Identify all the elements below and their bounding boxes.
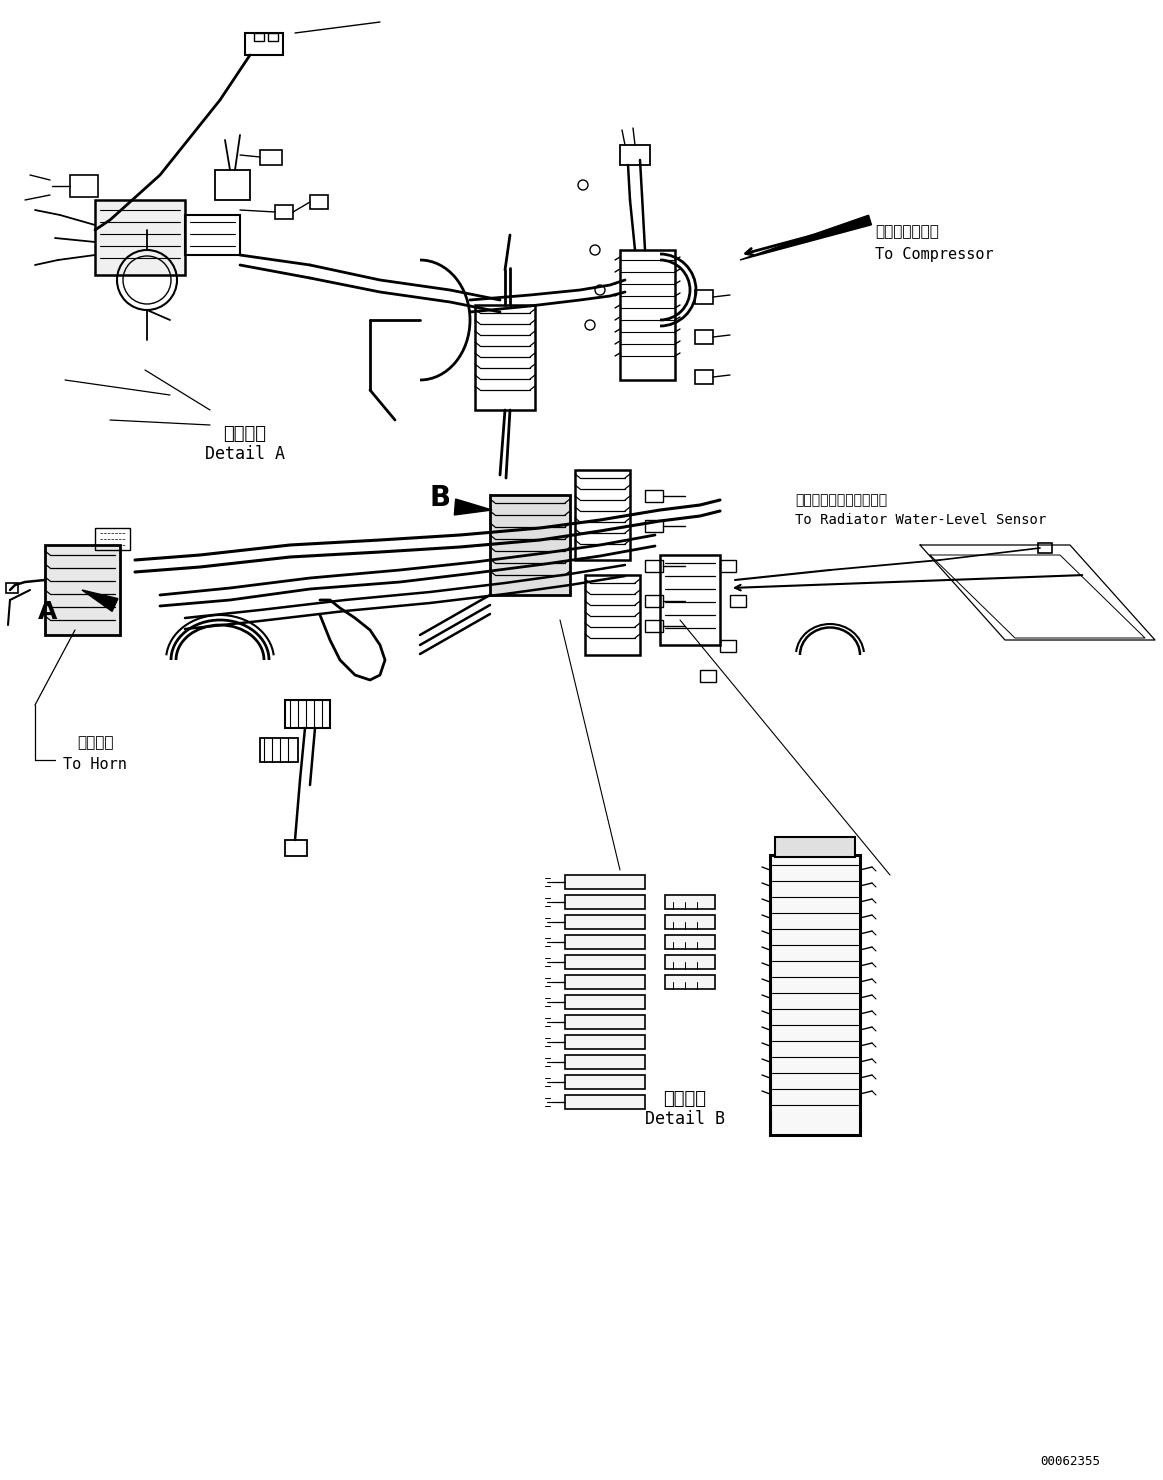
Text: To Compressor: To Compressor <box>875 247 993 262</box>
Bar <box>565 935 645 949</box>
Bar <box>720 559 736 571</box>
Polygon shape <box>455 499 492 515</box>
Bar <box>565 895 645 909</box>
Bar <box>645 559 663 571</box>
Bar <box>95 200 185 275</box>
Bar <box>1039 543 1053 554</box>
Bar <box>311 195 328 209</box>
Bar <box>565 875 645 889</box>
Bar <box>185 215 240 255</box>
Text: Ｂ　詳細: Ｂ 詳細 <box>664 1089 706 1109</box>
Bar <box>245 33 283 55</box>
Bar <box>565 1015 645 1029</box>
Bar <box>659 555 720 645</box>
Bar <box>665 975 715 989</box>
Text: A: A <box>38 599 58 625</box>
Bar <box>565 1095 645 1109</box>
Bar <box>645 519 663 531</box>
Bar <box>620 145 650 164</box>
Bar <box>665 935 715 949</box>
Bar <box>261 739 298 762</box>
Bar <box>70 175 98 197</box>
Bar <box>285 700 330 728</box>
Text: Detail B: Detail B <box>645 1110 725 1128</box>
Bar <box>575 471 630 559</box>
Text: Ａ　詳細: Ａ 詳細 <box>223 425 266 443</box>
Bar <box>585 576 640 656</box>
Bar <box>770 855 859 1135</box>
Bar <box>720 639 736 653</box>
Bar <box>700 670 716 682</box>
Bar <box>565 1035 645 1049</box>
Text: 00062355: 00062355 <box>1040 1455 1100 1468</box>
Bar <box>261 149 281 164</box>
Bar <box>695 370 713 383</box>
Text: To Radiator Water-Level Sensor: To Radiator Water-Level Sensor <box>795 514 1047 527</box>
Bar <box>267 33 278 41</box>
Polygon shape <box>83 591 117 611</box>
Bar <box>6 583 17 593</box>
Bar <box>565 955 645 969</box>
Bar <box>565 1055 645 1069</box>
Bar <box>215 170 250 200</box>
Bar <box>95 528 130 551</box>
Bar <box>45 545 120 635</box>
Text: Detail A: Detail A <box>205 445 285 463</box>
Bar <box>775 838 855 857</box>
Text: コンプレッサへ: コンプレッサへ <box>875 225 939 240</box>
Bar <box>254 33 264 41</box>
Bar <box>490 494 570 595</box>
Bar <box>665 955 715 969</box>
Bar <box>645 490 663 502</box>
Bar <box>665 915 715 929</box>
Bar <box>730 595 745 607</box>
Polygon shape <box>740 215 871 260</box>
Text: B: B <box>429 484 450 512</box>
Bar <box>475 305 535 410</box>
Bar <box>620 250 675 380</box>
Bar <box>285 841 307 855</box>
Bar <box>565 975 645 989</box>
Bar <box>645 620 663 632</box>
Text: ホーンへ: ホーンへ <box>77 736 113 750</box>
Text: ラジェータ水位センサへ: ラジェータ水位センサへ <box>795 493 887 508</box>
Bar <box>695 330 713 343</box>
Bar <box>565 995 645 1009</box>
Text: To Horn: To Horn <box>63 756 127 773</box>
Bar <box>645 595 663 607</box>
Bar <box>274 206 293 219</box>
Bar <box>665 895 715 909</box>
Bar <box>565 1074 645 1089</box>
Bar <box>565 915 645 929</box>
Bar <box>695 290 713 303</box>
